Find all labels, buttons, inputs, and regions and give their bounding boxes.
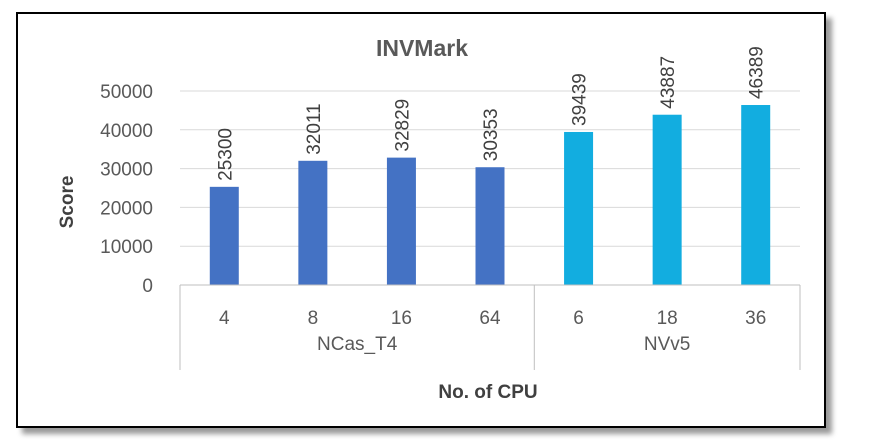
bar [652,114,682,285]
bar [386,157,416,285]
x-category-label: 16 [391,308,412,329]
y-tick-label: 30000 [100,160,153,181]
data-label: 39439 [570,73,591,126]
data-label: 32011 [304,103,325,154]
chart-frame: INVMark 0 10000 20000 30000 40000 50000 25300… [16,12,826,428]
data-label: 43887 [658,56,679,109]
bar [298,160,328,285]
x-category-label: 8 [308,308,319,329]
bar [741,105,771,285]
data-label: 32829 [392,99,413,152]
x-category-label: 4 [219,308,230,329]
bar [564,131,594,285]
bar [475,167,505,285]
data-label: 25300 [215,128,236,181]
x-category-label: 6 [573,308,584,329]
y-axis-title: Score [57,176,78,229]
bar-chart: INVMark 0 10000 20000 30000 40000 50000 25300… [57,35,801,403]
y-tick-label: 0 [142,276,153,297]
y-tick-label: 20000 [100,198,153,219]
y-tick-label: 50000 [100,82,153,103]
data-label: 30353 [481,108,502,161]
chart-title: INVMark [376,35,468,61]
group-label: NCas_T4 [317,334,398,355]
data-label: 46389 [747,46,768,99]
x-category-label: 36 [745,308,766,329]
bars [209,105,771,285]
bar [209,186,239,285]
data-labels: 25300 32011 32829 30353 39439 43887 46389 [215,46,767,181]
x-axis: 4 8 16 64 6 18 36 NCas_T4 NVv5 [179,284,801,370]
y-axis-ticks: 0 10000 20000 30000 40000 50000 [100,82,153,297]
x-category-label: 64 [479,308,501,329]
y-tick-label: 10000 [100,237,153,258]
x-category-label: 18 [657,308,678,329]
group-label: NVv5 [644,334,690,355]
y-tick-label: 40000 [100,121,153,142]
x-axis-title: No. of CPU [438,382,537,403]
